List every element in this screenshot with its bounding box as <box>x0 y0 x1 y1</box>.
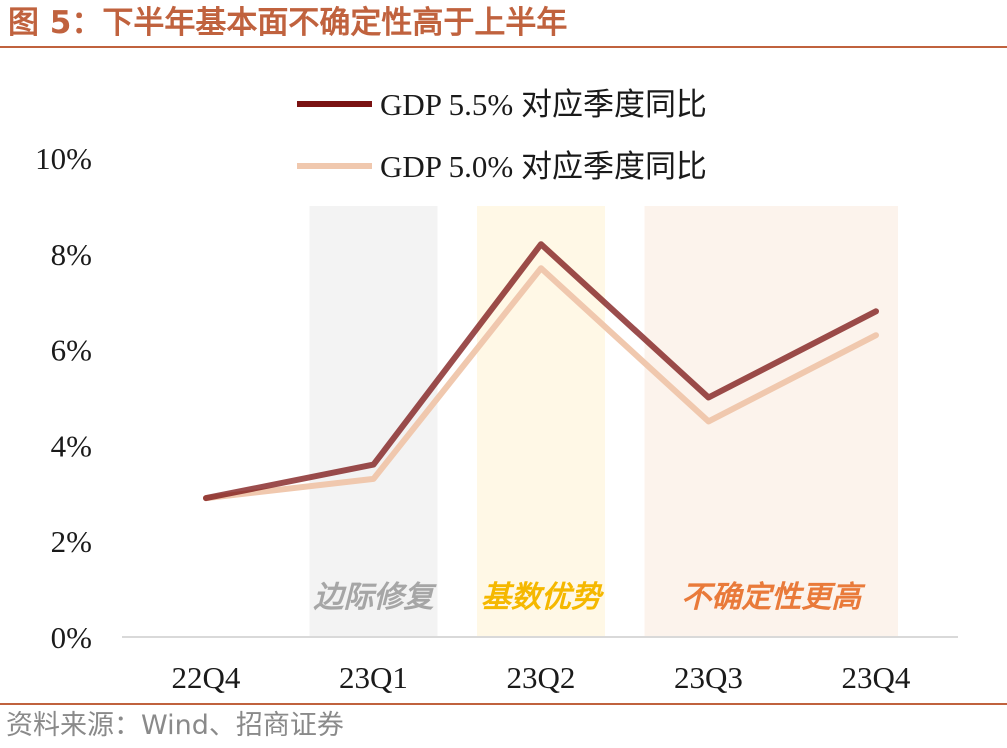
legend: GDP 5.5% 对应季度同比 GDP 5.0% 对应季度同比 <box>297 87 707 184</box>
y-tick-label: 0% <box>51 620 92 655</box>
band-label-0: 边际修复 <box>314 580 438 615</box>
band-2 <box>644 206 898 637</box>
y-tick-label: 8% <box>51 237 92 272</box>
x-tick-label: 23Q1 <box>339 660 408 695</box>
series-line-1 <box>203 265 879 502</box>
x-tick-label: 23Q4 <box>842 660 911 695</box>
y-tick-label: 6% <box>51 333 92 368</box>
y-tick-label: 10% <box>35 141 92 176</box>
axes: 0% 2% 4% 6% 8% 10% 22Q4 23Q1 23Q2 23Q3 23Q4 <box>35 141 958 695</box>
source-note: 资料来源：Wind、招商证券 <box>6 710 344 741</box>
title-divider <box>0 46 1007 48</box>
x-tick-label: 23Q2 <box>507 660 576 695</box>
series-line-0 <box>203 241 879 502</box>
line-chart: 0% 2% 4% 6% 8% 10% 22Q4 23Q1 23Q2 23Q3 23Q4 边际修复 基数… <box>35 87 958 695</box>
band-labels: 边际修复 基数优势 不确定性更高 <box>314 580 867 615</box>
figure-title: 图 5：下半年基本面不确定性高于上半年 <box>8 5 568 41</box>
x-tick-label: 23Q3 <box>674 660 743 695</box>
series-lines <box>203 241 879 502</box>
band-label-2: 不确定性更高 <box>681 580 866 615</box>
legend-label-1: GDP 5.0% 对应季度同比 <box>380 149 707 184</box>
band-1 <box>477 206 605 637</box>
shaded-bands <box>309 206 898 637</box>
y-tick-label: 2% <box>51 524 92 559</box>
footer-divider <box>0 703 1007 705</box>
x-tick-label: 22Q4 <box>172 660 241 695</box>
band-label-1: 基数优势 <box>481 580 605 615</box>
y-tick-label: 4% <box>51 428 92 463</box>
legend-label-0: GDP 5.5% 对应季度同比 <box>380 87 707 122</box>
